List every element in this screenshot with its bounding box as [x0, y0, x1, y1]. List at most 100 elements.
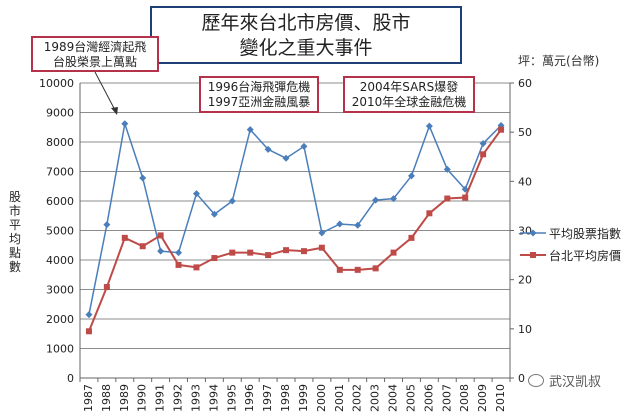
stock-point — [228, 197, 236, 205]
house-point — [229, 249, 236, 256]
unit-note: 坪：萬元(台幣) — [518, 54, 600, 68]
stock-point — [390, 195, 398, 203]
house-point — [300, 248, 307, 255]
chart-title-line2: 變化之重大事件 — [239, 37, 373, 59]
stock-point — [425, 122, 433, 130]
y-tick-right: 0 — [518, 372, 525, 385]
stock-point — [175, 249, 183, 257]
y-axis-left-label: 股市平均點數 — [8, 190, 21, 274]
stock-point — [246, 126, 254, 134]
chart-title-line1: 歷年來台北市房價、股市 — [201, 12, 411, 34]
house-point — [318, 244, 325, 251]
x-tick-label: 1989 — [118, 384, 131, 412]
x-tick-label: 2000 — [315, 384, 328, 412]
y-tick-left: 5000 — [46, 225, 74, 238]
tick-labels: 0100020003000400050006000700080009000100… — [39, 77, 532, 412]
y-tick-left: 10000 — [39, 77, 74, 90]
callout-1996: 1996台海飛彈危機 1997亞洲金融風暴 — [199, 76, 319, 113]
house-point — [480, 151, 487, 158]
house-point — [139, 243, 146, 250]
stock-point — [300, 142, 308, 150]
house-point — [175, 261, 182, 268]
legend-house-swatch — [520, 252, 546, 258]
stock-point — [407, 172, 415, 180]
x-tick-label: 1997 — [261, 384, 274, 412]
stock-point — [336, 220, 344, 228]
house-point — [354, 266, 361, 273]
stock-point — [354, 221, 362, 229]
stock-point — [192, 190, 200, 198]
x-tick-label: 1998 — [279, 384, 292, 412]
x-tick-label: 1996 — [243, 384, 256, 412]
stock-point — [157, 247, 165, 255]
y-tick-left: 2000 — [46, 313, 74, 326]
series-layer — [85, 120, 505, 335]
house-point — [336, 266, 343, 273]
title-box: 歷年來台北市房價、股市 變化之重大事件 — [150, 6, 462, 64]
legend-item-stock: 平均股票指數 — [520, 222, 621, 244]
x-tick-label: 1990 — [136, 384, 149, 412]
y-tick-right: 40 — [518, 175, 532, 188]
watermark: 武汉凯叔 — [528, 371, 601, 390]
house-point — [426, 210, 433, 217]
x-tick-label: 1994 — [207, 384, 220, 412]
x-tick-label: 2009 — [476, 384, 489, 412]
house-point — [444, 195, 451, 202]
house-point — [265, 252, 272, 259]
house-point — [193, 264, 200, 271]
wechat-icon — [528, 374, 544, 387]
stock-point — [210, 210, 218, 218]
callout-1996-line2: 1997亞洲金融風暴 — [207, 95, 311, 109]
house-point — [372, 265, 379, 272]
x-tick-label: 2006 — [422, 384, 435, 412]
x-tick-label: 2001 — [333, 384, 346, 412]
house-point — [103, 284, 110, 291]
x-tick-label: 2004 — [387, 384, 400, 412]
callout-2004-line2: 2010年全球金融危機 — [351, 95, 467, 109]
watermark-text: 武汉凯叔 — [549, 375, 602, 390]
y-tick-left: 7000 — [46, 166, 74, 179]
house-point — [121, 234, 128, 241]
x-tick-label: 2005 — [404, 384, 417, 412]
gridlines — [80, 82, 510, 349]
stock-point — [443, 165, 451, 173]
x-tick-label: 2003 — [369, 384, 382, 412]
chart-axes — [79, 82, 514, 382]
y-tick-left: 8000 — [46, 136, 74, 149]
x-tick-label: 1988 — [100, 384, 113, 412]
stock-point — [103, 221, 111, 229]
x-tick-label: 2010 — [494, 384, 507, 412]
y-tick-right: 10 — [518, 323, 532, 336]
stock-point — [139, 174, 147, 182]
y-tick-left: 0 — [67, 372, 74, 385]
stock-point — [85, 311, 93, 319]
callout-arrow — [94, 71, 117, 113]
stock-point — [372, 196, 380, 204]
house-point — [408, 234, 415, 241]
house-point — [247, 249, 254, 256]
callout-1989-line2: 台股榮景上萬點 — [52, 55, 137, 69]
house-point — [283, 247, 290, 254]
house-point — [390, 249, 397, 256]
legend: 平均股票指數 台北平均房價 — [520, 222, 621, 266]
callout-2004-line1: 2004年SARS爆發 — [359, 80, 459, 94]
y-tick-left: 9000 — [46, 107, 74, 120]
callout-2004: 2004年SARS爆發 2010年全球金融危機 — [343, 76, 475, 113]
x-tick-label: 1991 — [154, 384, 167, 412]
y-tick-left: 4000 — [46, 254, 74, 267]
stock-point — [264, 145, 272, 153]
x-tick-label: 2008 — [458, 384, 471, 412]
x-tick-label: 1987 — [82, 384, 95, 412]
x-tick-label: 1995 — [225, 384, 238, 412]
house-point — [157, 232, 164, 239]
stock-series-line — [88, 123, 502, 315]
stock-point — [121, 120, 129, 128]
stock-point — [318, 229, 326, 237]
stock-point — [282, 154, 290, 162]
house-point — [211, 255, 218, 262]
y-tick-left: 6000 — [46, 195, 74, 208]
house-point — [85, 328, 92, 335]
y-tick-right: 60 — [518, 77, 532, 90]
y-tick-right: 50 — [518, 126, 532, 139]
